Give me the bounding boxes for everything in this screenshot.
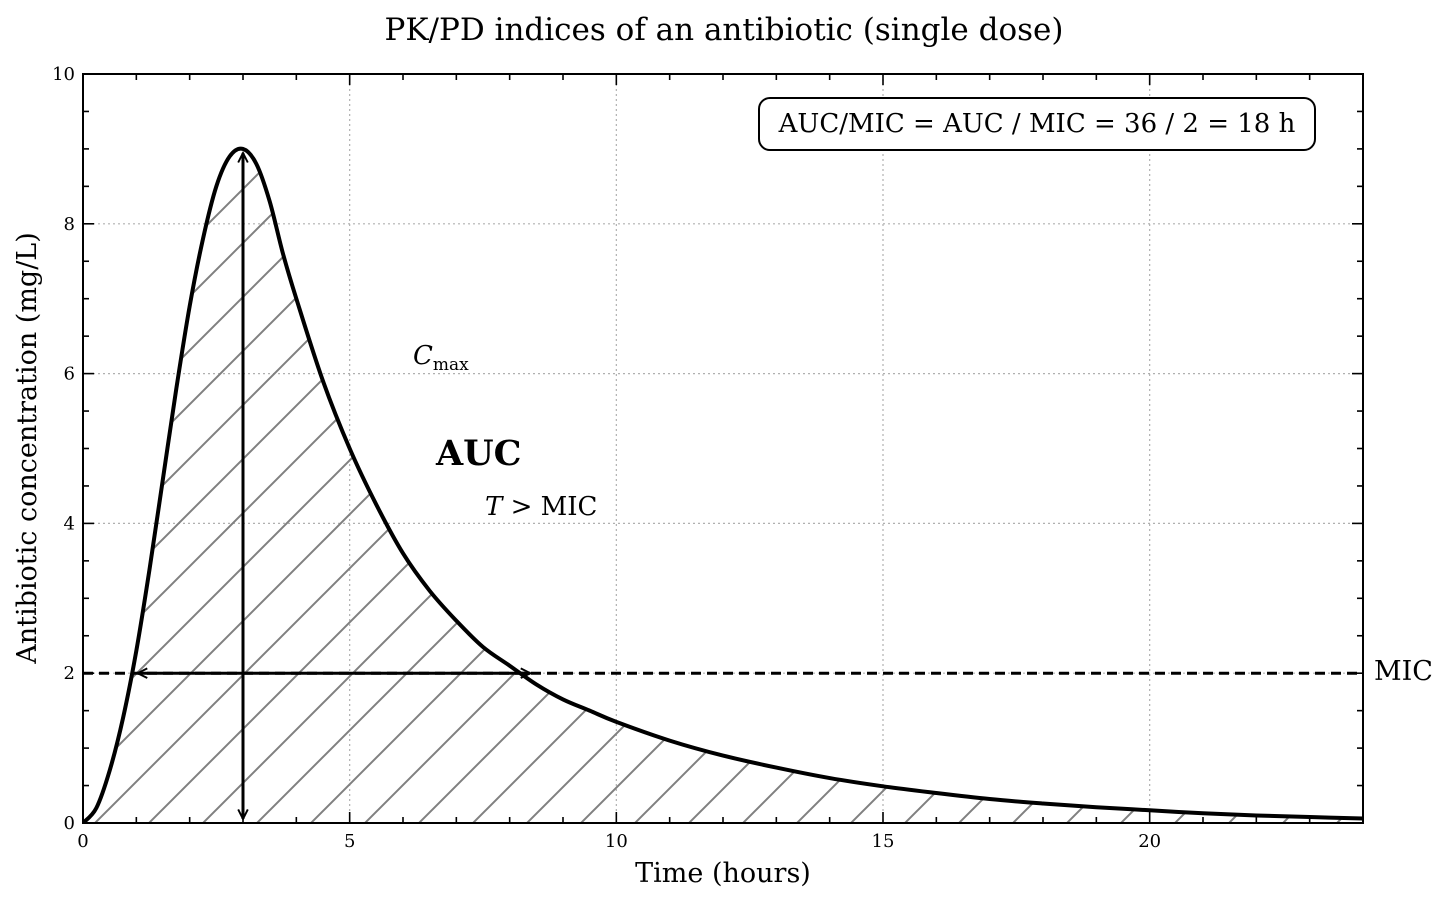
y-tick-label: 8 <box>64 214 75 235</box>
y-tick-label: 0 <box>64 813 75 834</box>
x-tick-label: 10 <box>605 831 628 852</box>
concentration-curve <box>83 146 1363 823</box>
chart-title: PK/PD indices of an antibiotic (single d… <box>385 12 1064 48</box>
x-axis-label: Time (hours) <box>635 858 811 889</box>
x-tick-label: 15 <box>872 831 895 852</box>
y-tick-label: 6 <box>64 364 75 385</box>
y-tick-label: 10 <box>52 64 75 85</box>
x-tick-label: 20 <box>1138 831 1161 852</box>
auc-hatched-area <box>83 148 1363 823</box>
time-above-mic-label: T > MIC <box>485 492 597 522</box>
mic-label: MIC <box>1374 656 1433 687</box>
annotation-box: AUC/MIC = AUC / MIC = 36 / 2 = 18 h <box>758 97 1316 151</box>
y-tick-label: 2 <box>64 663 75 684</box>
x-tick-label: 5 <box>344 831 355 852</box>
auc-mic-equation: AUC/MIC = AUC / MIC = 36 / 2 = 18 h <box>778 109 1296 139</box>
axis-ticks: 0 5 10 15 20 0 2 4 6 8 10 <box>52 64 1364 852</box>
auc-label: AUC <box>435 433 522 474</box>
x-tick-label: 0 <box>77 831 88 852</box>
y-axis-label: Antibiotic concentration (mg/L) <box>12 232 43 665</box>
cmax-label: Cmax <box>413 341 469 375</box>
y-tick-label: 4 <box>64 513 75 534</box>
